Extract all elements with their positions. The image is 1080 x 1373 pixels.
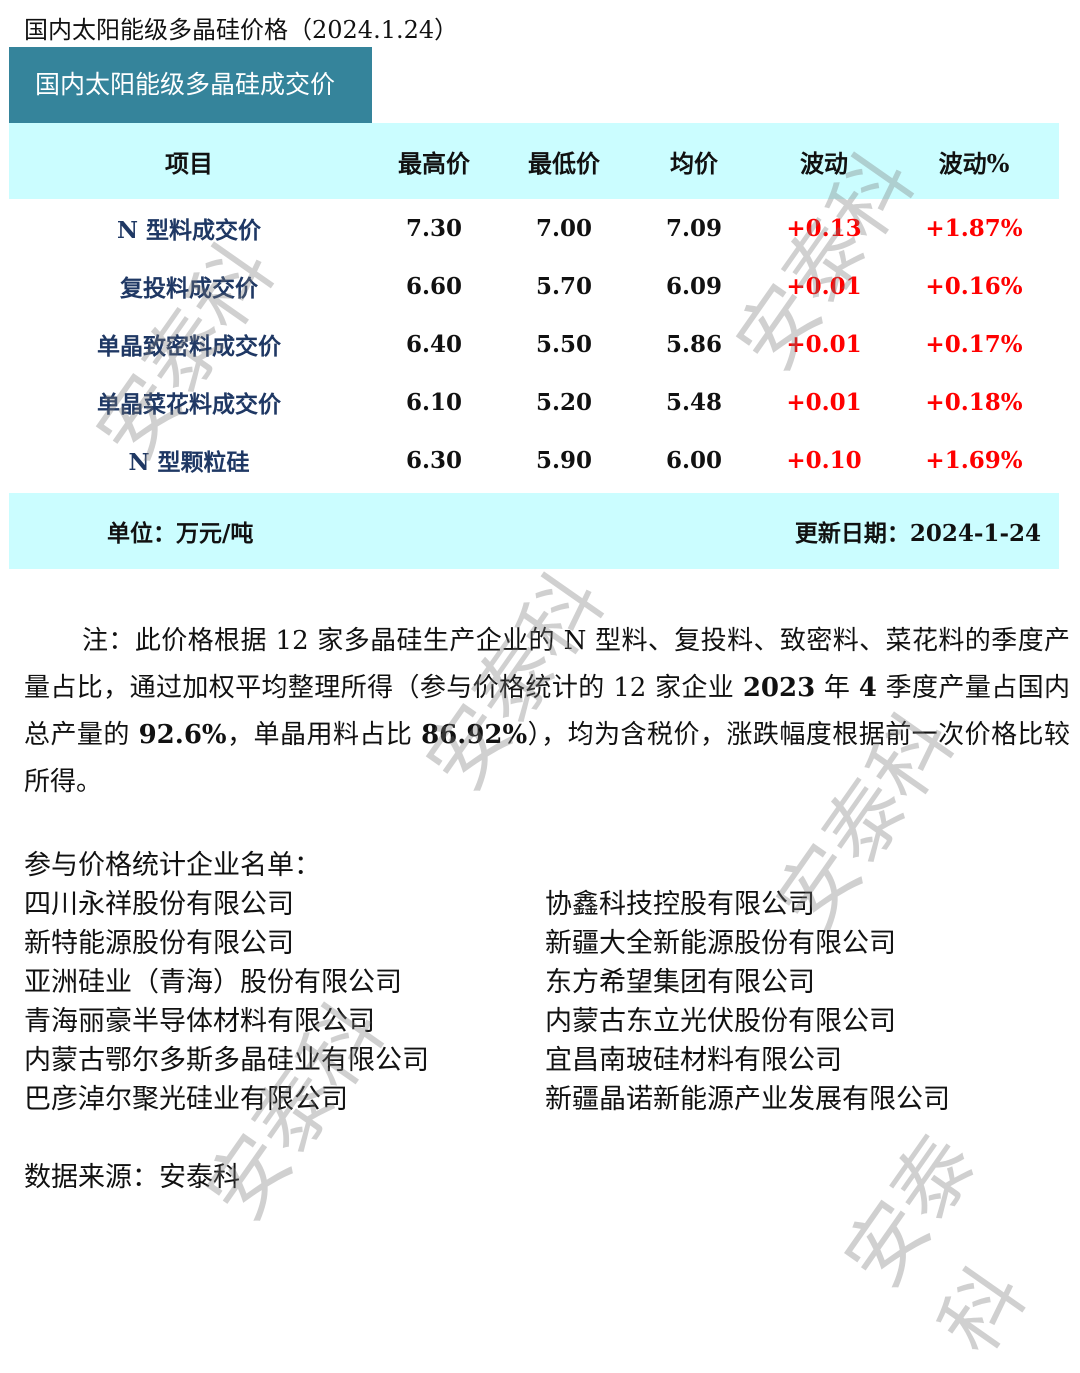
company-list-left: 参与价格统计企业名单： 四川永祥股份有限公司 新特能源股份有限公司亚洲硅业（青海）… (24, 846, 429, 1119)
company-item: 青海丽豪半导体材料有限公司 (24, 1006, 375, 1037)
table-cell: +0.10 (786, 446, 862, 474)
table-cell: 5.50 (535, 330, 593, 358)
table-cell: 7.30 (405, 214, 463, 242)
update-date: 更新日期：2024-1-24 (795, 514, 1041, 548)
table-cell: +0.01 (786, 330, 862, 358)
table-cell: +1.87% (925, 214, 1023, 242)
table-row: 复投料成交价 6.60 5.70 6.09 +0.01 +0.16% (9, 257, 1059, 315)
list-title: 参与价格统计企业名单： (24, 850, 321, 881)
page-title: 国内太阳能级多晶硅价格（2024.1.24） (24, 16, 459, 44)
company-item: 新疆晶诺新能源产业发展有限公司 (545, 1084, 950, 1115)
table-cell: 5.48 (665, 388, 723, 416)
unit-label: 单位：万元/吨 (107, 520, 254, 547)
company-item: 宜昌南玻硅材料有限公司 (545, 1045, 842, 1076)
company-item: 东方希望集团有限公司 (545, 967, 815, 998)
table-cell: +0.16% (925, 272, 1023, 300)
table-cell: 6.60 (405, 272, 463, 300)
table-cell: 5.90 (535, 446, 593, 474)
price-table: 项目 最高价 最低价 均价 波动 波动% N 型料成交价 7.30 7.00 7.09… (9, 123, 1059, 569)
table-cell: +0.18% (925, 388, 1023, 416)
table-row: N 型料成交价 7.30 7.00 7.09 +0.13 +1.87% (9, 199, 1059, 257)
update-value: 2024-1-24 (909, 520, 1041, 547)
table-cell: 5.86 (665, 330, 723, 358)
table-cell: 单晶菜花料成交价 (97, 391, 281, 418)
header-high: 最高价 (398, 148, 470, 178)
table-footer: 单位：万元/吨 更新日期：2024-1-24 (9, 493, 1059, 569)
company-item: 新疆大全新能源股份有限公司 (545, 928, 896, 959)
table-cell: +1.69% (925, 446, 1023, 474)
header-change: 波动 (800, 148, 848, 178)
company-item: 四川永祥股份有限公司 (24, 889, 294, 920)
table-cell: 单晶致密料成交价 (97, 333, 281, 360)
table-cell: 5.70 (535, 272, 593, 300)
company-item: 亚洲硅业（青海）股份有限公司 (24, 967, 402, 998)
table-cell: N 型料成交价 (116, 217, 262, 244)
data-source: 数据来源：安泰科 (24, 1162, 240, 1193)
update-label: 更新日期： (794, 520, 910, 547)
company-item: 巴彦淖尔聚光硅业有限公司 (24, 1084, 348, 1115)
company-list-right: 协鑫科技控股有限公司新疆大全新能源股份有限公司 东方希望集团有限公司内蒙古东立光伏… (545, 885, 950, 1119)
company-item: 协鑫科技控股有限公司 (545, 889, 815, 920)
table-cell: 7.00 (535, 214, 593, 242)
table-cell: 6.40 (405, 330, 463, 358)
table-cell: 6.30 (405, 446, 463, 474)
header-low: 最低价 (528, 148, 600, 178)
company-item: 内蒙古东立光伏股份有限公司 (545, 1006, 896, 1037)
table-cell: +0.17% (925, 330, 1023, 358)
table-cell: +0.01 (786, 272, 862, 300)
table-cell: N 型颗粒硅 (128, 449, 250, 476)
company-item: 内蒙古鄂尔多斯多晶硅业有限公司 (24, 1045, 429, 1076)
note-paragraph: 注：此价格根据 12 家多晶硅生产企业的 N 型料、复投料、致密料、菜花料的季度… (24, 626, 1070, 797)
section-header: 国内太阳能级多晶硅成交价 (9, 47, 372, 123)
table-cell: 6.10 (405, 388, 463, 416)
table-cell: 6.00 (665, 446, 723, 474)
table-cell: 7.09 (665, 214, 723, 242)
header-item: 项目 (165, 148, 213, 178)
table-header: 项目 最高价 最低价 均价 波动 波动% (9, 123, 1059, 199)
header-avg: 均价 (670, 148, 718, 178)
table-cell: 5.20 (535, 388, 593, 416)
table-row: N 型颗粒硅 6.30 5.90 6.00 +0.10 +1.69% (9, 431, 1059, 489)
header-change-pct: 波动% (938, 148, 1010, 178)
table-cell: +0.01 (786, 388, 862, 416)
table-row: 单晶致密料成交价 6.40 5.50 5.86 +0.01 +0.17% (9, 315, 1059, 373)
company-item: 新特能源股份有限公司 (24, 928, 294, 959)
table-cell: 6.09 (665, 272, 723, 300)
table-cell: +0.13 (786, 214, 862, 242)
table-cell: 复投料成交价 (120, 275, 258, 302)
table-row: 单晶菜花料成交价 6.10 5.20 5.48 +0.01 +0.18% (9, 373, 1059, 431)
